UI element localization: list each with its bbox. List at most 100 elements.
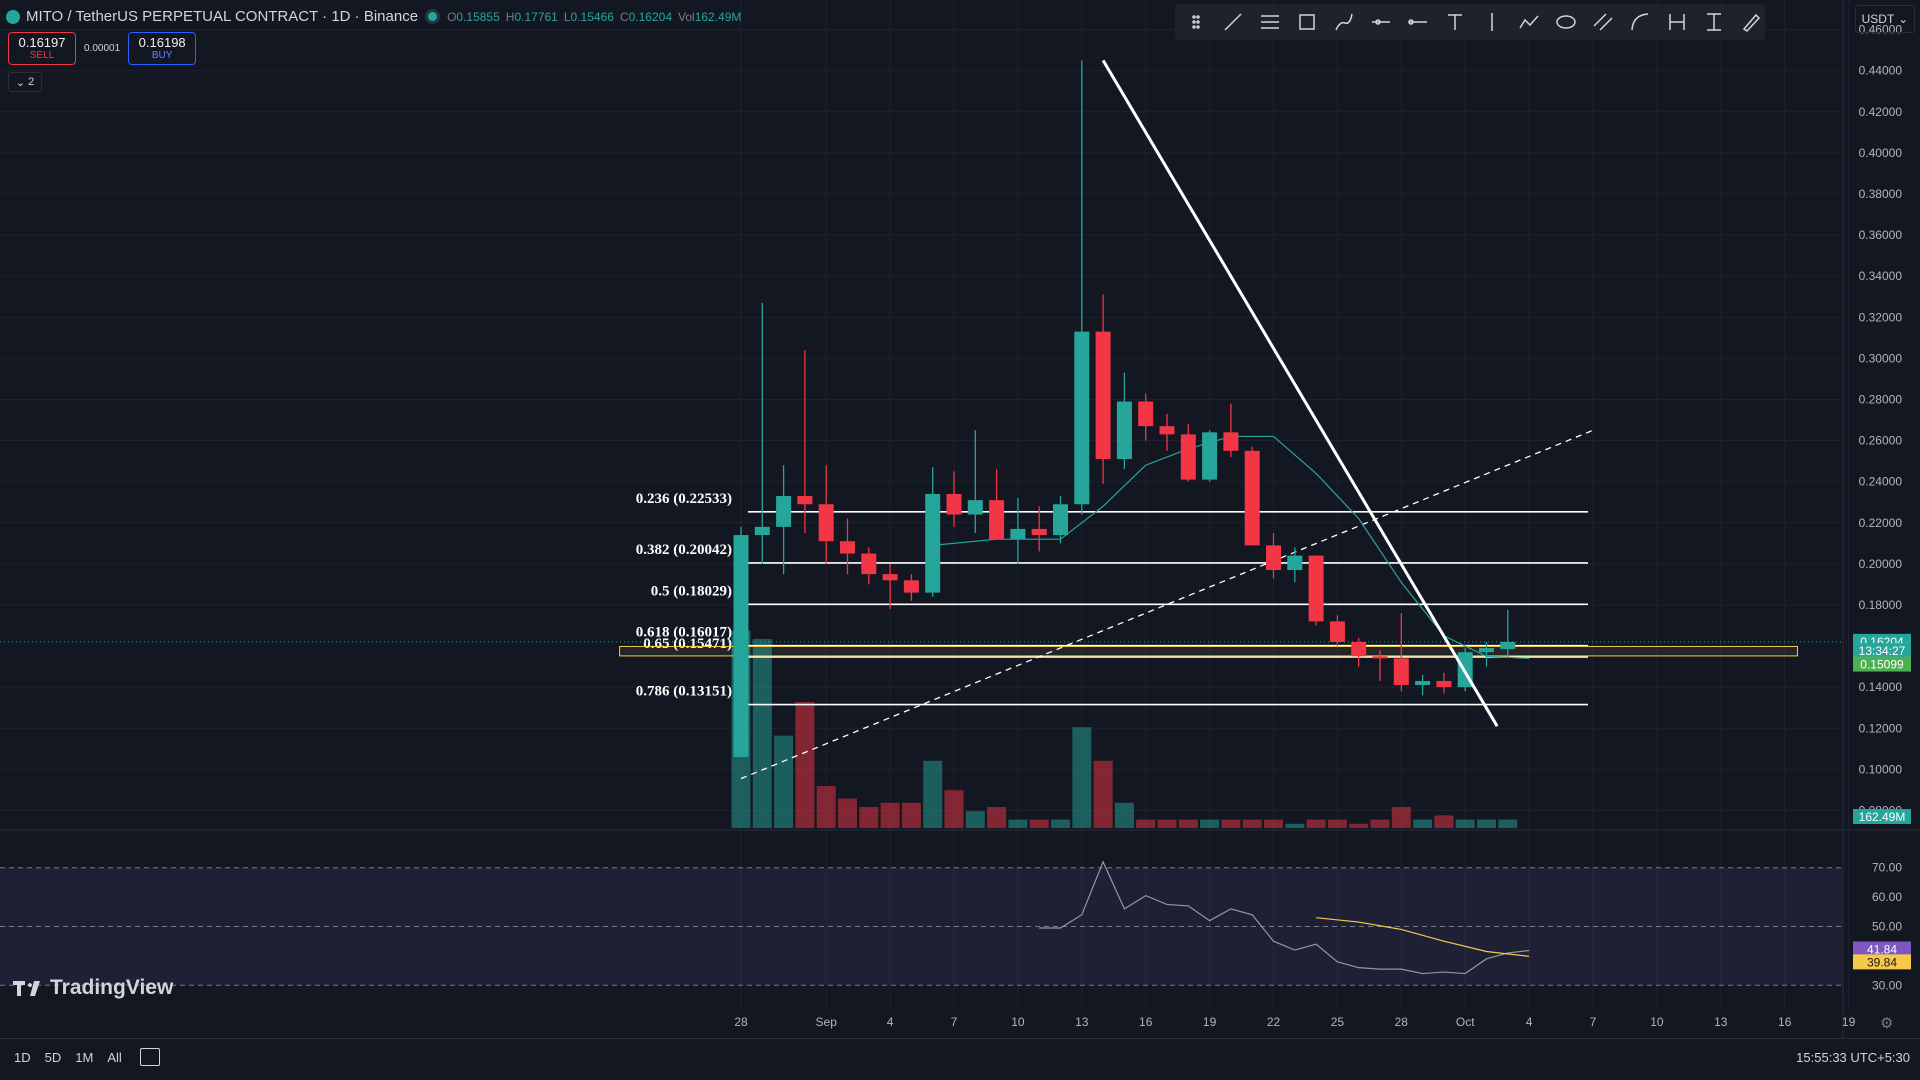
candle-body (1202, 432, 1218, 480)
volume-bar (1413, 819, 1433, 828)
chevron-down-icon: ⌄ (1898, 12, 1909, 26)
candle-body (882, 574, 898, 581)
volume-bar (1178, 819, 1198, 828)
candle-body (903, 580, 919, 593)
open-value: 0.15855 (456, 9, 500, 24)
drawing-toolbar (1175, 4, 1765, 40)
volume-bar (1200, 819, 1220, 828)
volume-bar (1029, 819, 1049, 828)
timeframe-buttons: 1D 5D 1M All (14, 1050, 122, 1065)
price-range-icon[interactable] (1662, 7, 1691, 37)
candle-body (989, 500, 1005, 540)
candle-body (967, 500, 983, 515)
candle-body (1351, 641, 1367, 657)
timeframe-all[interactable]: All (107, 1049, 122, 1065)
volume-bar (1285, 823, 1305, 828)
low-value: 0.15466 (570, 9, 614, 24)
rsi-ma-line (1316, 917, 1530, 957)
measure-icon[interactable] (1699, 7, 1728, 37)
candle-body (1180, 434, 1196, 480)
rsi-tick-label: 30.00 (1872, 978, 1902, 992)
symbol-title[interactable]: MITO / TetherUS PERPETUAL CONTRACT · 1D … (26, 8, 419, 25)
volume-bar (816, 786, 836, 828)
fib-label: 0.65 (0.15471) (643, 636, 732, 652)
clock-timezone[interactable]: 15:55:33 UTC+5:30 (1796, 1049, 1910, 1065)
timeframe-5d[interactable]: 5D (44, 1049, 62, 1065)
candle-body (1223, 432, 1239, 451)
price-tick-label: 0.22000 (1859, 516, 1903, 530)
tradingview-logo[interactable]: TradingView (12, 976, 173, 1000)
ellipse-icon[interactable] (1551, 7, 1580, 37)
volume-bar (880, 802, 900, 828)
volume-bar (1114, 802, 1134, 828)
fib-label: 0.5 (0.18029) (651, 583, 732, 599)
volume-bar (1221, 819, 1241, 828)
horizontal-lines-icon[interactable] (1255, 7, 1284, 37)
indicators-toggle[interactable]: ⌄ 2 (8, 72, 42, 92)
time-tick-label: 13 (1075, 1015, 1089, 1029)
volume-bar (1157, 819, 1177, 828)
horizontal-ray-icon[interactable] (1366, 7, 1395, 37)
time-tick-label: 10 (1650, 1015, 1664, 1029)
candle-body (818, 504, 834, 542)
volume-label-box (1853, 809, 1911, 824)
downtrend-line (1101, 59, 1499, 727)
volume-bar (1498, 819, 1518, 828)
curve-icon[interactable] (1625, 7, 1654, 37)
bottom-toolbar: 1D 5D 1M All 15:55:33 UTC+5:30 (0, 1038, 1920, 1075)
rectangle-icon[interactable] (1292, 7, 1321, 37)
pen-icon[interactable] (1736, 7, 1765, 37)
price-tick-label: 0.18000 (1859, 598, 1903, 612)
price-axis: 0.46000 0.44000 0.42000 0.40000 0.38000 0.360… (1853, 23, 1911, 992)
price-tick-label: 0.32000 (1859, 310, 1903, 324)
volume-bar (1327, 819, 1347, 828)
fib-label: 0.382 (0.20042) (636, 542, 732, 558)
timeframe-1d[interactable]: 1D (14, 1049, 31, 1065)
sell-button[interactable]: 0.16197 SELL (8, 32, 76, 65)
volume-bar (1093, 760, 1113, 828)
volume-bar (859, 807, 879, 828)
price-tick-label: 0.40000 (1859, 146, 1903, 160)
ohlc-values: O0.15855 H0.17761 L0.15466 C0.16204 Vol162.4… (447, 9, 742, 24)
time-tick-label: 19 (1842, 1015, 1856, 1029)
buy-button[interactable]: 0.16198 BUY (128, 32, 197, 65)
price-tick-label: 0.38000 (1859, 187, 1903, 201)
time-tick-label: 7 (1590, 1015, 1597, 1029)
drag-handle-icon[interactable] (1181, 7, 1210, 37)
rsi-tick-label: 60.00 (1872, 890, 1902, 904)
fib-label: 0.236 (0.22533) (636, 491, 732, 507)
rsi-line (1039, 860, 1530, 975)
price-label-text: 13:34:27 (1859, 644, 1906, 658)
time-tick-label: 19 (1203, 1015, 1217, 1029)
gear-icon[interactable]: ⚙ (1880, 1015, 1894, 1032)
calendar-icon[interactable] (139, 1048, 160, 1066)
parallel-channel-icon[interactable] (1588, 7, 1617, 37)
brush-icon[interactable] (1329, 7, 1358, 37)
candle-body (840, 541, 855, 554)
timeframe-1m[interactable]: 1M (75, 1049, 94, 1065)
vertical-line-icon[interactable] (1477, 7, 1506, 37)
volume-bar (987, 807, 1007, 828)
rsi-label-box (1853, 941, 1911, 957)
volume-bars (731, 630, 1518, 828)
symbol-header: MITO / TetherUS PERPETUAL CONTRACT · 1D … (6, 8, 747, 25)
candle-body (1159, 426, 1175, 435)
price-tick-label: 0.30000 (1859, 351, 1903, 365)
price-tick-label: 0.24000 (1859, 475, 1903, 489)
mito-logo-icon (6, 9, 20, 24)
candles (733, 60, 1516, 758)
time-tick-label: Sep (816, 1015, 838, 1029)
chevron-down-icon: ⌄ (15, 76, 26, 89)
trend-line-icon[interactable] (1218, 7, 1247, 37)
rsi-label-text: 41.84 (1867, 942, 1897, 956)
text-icon[interactable] (1440, 7, 1469, 37)
candle-body (1372, 656, 1388, 659)
candle-body (1031, 528, 1047, 536)
supply-zone (619, 645, 1798, 657)
horizontal-line-icon[interactable] (1403, 7, 1432, 37)
currency-selector[interactable]: USDT ⌄ (1855, 5, 1915, 33)
path-icon[interactable] (1514, 7, 1543, 37)
price-tick-label: 0.20000 (1859, 557, 1903, 571)
rsi-label-box (1853, 954, 1911, 970)
